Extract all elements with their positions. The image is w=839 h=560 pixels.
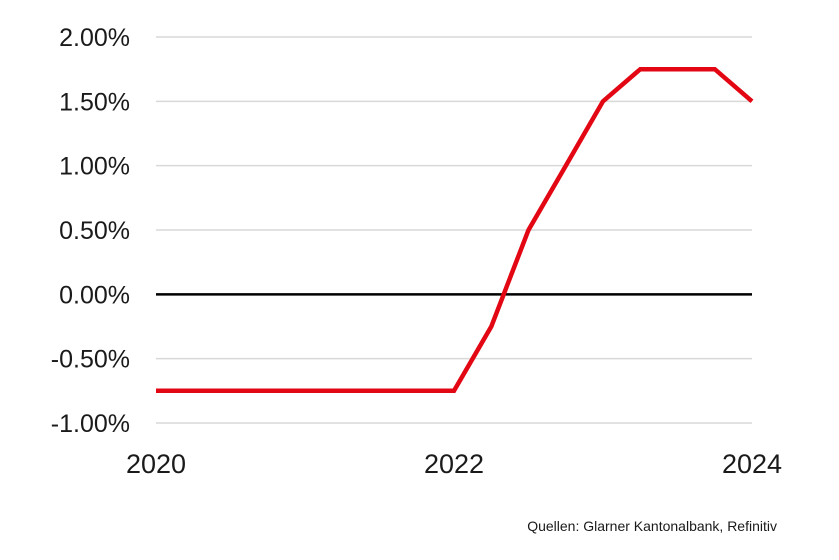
gridlines bbox=[156, 36, 752, 424]
x-tick-label: 2024 bbox=[722, 449, 782, 479]
x-axis-tick-labels: 2020 2022 2024 bbox=[126, 449, 782, 479]
y-tick-label: -0.50% bbox=[51, 346, 130, 374]
source-note: Quellen: Glarner Kantonalbank, Refinitiv bbox=[527, 518, 777, 534]
x-tick-label: 2022 bbox=[424, 449, 484, 479]
series-lines bbox=[156, 66, 754, 394]
y-tick-label: 1.50% bbox=[59, 88, 130, 116]
x-tick-label: 2020 bbox=[126, 449, 186, 479]
y-tick-label: 2.00% bbox=[59, 24, 130, 52]
series-line bbox=[156, 66, 754, 394]
y-tick-label: 0.00% bbox=[59, 281, 130, 309]
y-tick-label: -1.00% bbox=[51, 410, 130, 438]
y-axis-tick-labels: -1.00% -0.50% 0.00% 0.50% 1.00% 1.50% 2.00% bbox=[51, 24, 130, 438]
y-tick-label: 1.00% bbox=[59, 153, 130, 181]
y-tick-label: 0.50% bbox=[59, 217, 130, 245]
